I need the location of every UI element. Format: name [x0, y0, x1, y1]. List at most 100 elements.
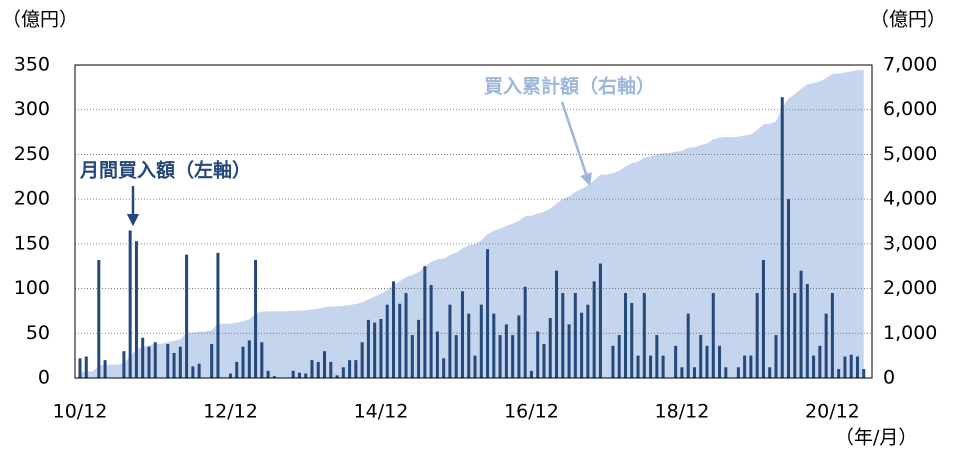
- y2-tick-label: 2,000: [883, 277, 937, 299]
- bar: [335, 375, 339, 378]
- bar: [172, 352, 176, 378]
- bar: [423, 266, 427, 378]
- bar: [147, 346, 151, 378]
- bar: [517, 315, 521, 378]
- bar: [185, 254, 189, 378]
- bar: [849, 354, 853, 378]
- bar: [153, 342, 157, 378]
- plot-frame: [74, 64, 873, 379]
- annotation-arrow: [560, 101, 592, 186]
- bar: [392, 281, 395, 378]
- bar: [536, 331, 540, 378]
- y-unit-right: （億円）: [870, 9, 946, 31]
- x-tick-label: 20/12: [805, 401, 860, 423]
- x-tick-label: 12/12: [203, 401, 258, 423]
- bar: [197, 363, 201, 378]
- bar: [529, 370, 533, 378]
- bar: [561, 293, 565, 378]
- bar: [749, 355, 753, 378]
- bar: [360, 342, 364, 378]
- bar: [724, 367, 728, 378]
- bar: [630, 302, 634, 378]
- bar: [486, 249, 490, 378]
- bar: [705, 345, 709, 378]
- bar: [84, 356, 88, 378]
- bar: [492, 313, 496, 378]
- y-tick-label: 250: [14, 143, 50, 165]
- bar: [260, 342, 264, 378]
- x-tick-label: 10/12: [53, 401, 108, 423]
- bar: [661, 355, 665, 378]
- bar: [812, 355, 816, 378]
- bar: [404, 293, 408, 378]
- bar: [354, 360, 358, 378]
- bar: [141, 337, 145, 378]
- bar: [736, 367, 740, 378]
- bar: [235, 361, 239, 378]
- bar: [134, 241, 138, 378]
- y-tick-label: 0: [38, 367, 50, 389]
- bar: [467, 313, 471, 378]
- bar: [718, 345, 722, 378]
- bar: [623, 293, 627, 378]
- bar: [692, 367, 696, 378]
- bar: [329, 361, 333, 378]
- bar: [216, 252, 220, 378]
- area: [80, 69, 864, 379]
- bar: [655, 335, 659, 378]
- bar: [460, 291, 464, 378]
- bar: [680, 367, 684, 378]
- bar: [366, 319, 370, 378]
- bar: [818, 345, 822, 378]
- x-unit: （年/月）: [835, 427, 917, 449]
- bar: [768, 367, 772, 378]
- bar: [567, 324, 571, 378]
- bar: [617, 335, 621, 378]
- bar: [166, 344, 170, 378]
- bar: [592, 281, 596, 378]
- bar: [341, 367, 345, 378]
- bar: [611, 345, 615, 378]
- bar: [473, 355, 477, 378]
- y2-tick-label: 1,000: [883, 322, 937, 344]
- bar: [310, 360, 314, 378]
- bar: [448, 304, 452, 378]
- bar: [78, 358, 82, 378]
- x-tick-label: 14/12: [354, 401, 409, 423]
- bar: [379, 318, 383, 378]
- bar: [743, 355, 747, 378]
- bar: [479, 304, 483, 378]
- y2-tick-label: 3,000: [883, 232, 937, 254]
- bar: [780, 97, 784, 379]
- bar: [755, 293, 759, 378]
- bar: [398, 303, 402, 378]
- y-tick-label: 200: [14, 188, 50, 210]
- bar: [511, 335, 515, 378]
- bar: [649, 355, 653, 378]
- bar: [348, 360, 352, 378]
- x-tick-label: 18/12: [655, 401, 710, 423]
- y-tick-label: 150: [14, 232, 50, 254]
- bar: [642, 293, 646, 378]
- bar: [674, 345, 678, 378]
- bar: [410, 335, 414, 378]
- bar: [254, 259, 258, 378]
- y-tick-label: 350: [14, 54, 50, 76]
- y-unit-left: （億円）: [2, 9, 78, 31]
- bar: [855, 356, 859, 378]
- bar: [373, 322, 377, 378]
- bar: [504, 324, 508, 378]
- y2-tick-label: 0: [883, 367, 895, 389]
- annotation: 月間買入額（左軸）: [79, 159, 251, 182]
- bar: [542, 344, 546, 378]
- bar: [573, 293, 577, 378]
- bar: [699, 335, 703, 378]
- bar: [837, 369, 841, 378]
- bar: [686, 313, 690, 378]
- bar: [297, 372, 301, 378]
- bar: [830, 293, 834, 378]
- bar: [862, 369, 866, 378]
- bar: [805, 284, 809, 378]
- bar: [711, 293, 715, 378]
